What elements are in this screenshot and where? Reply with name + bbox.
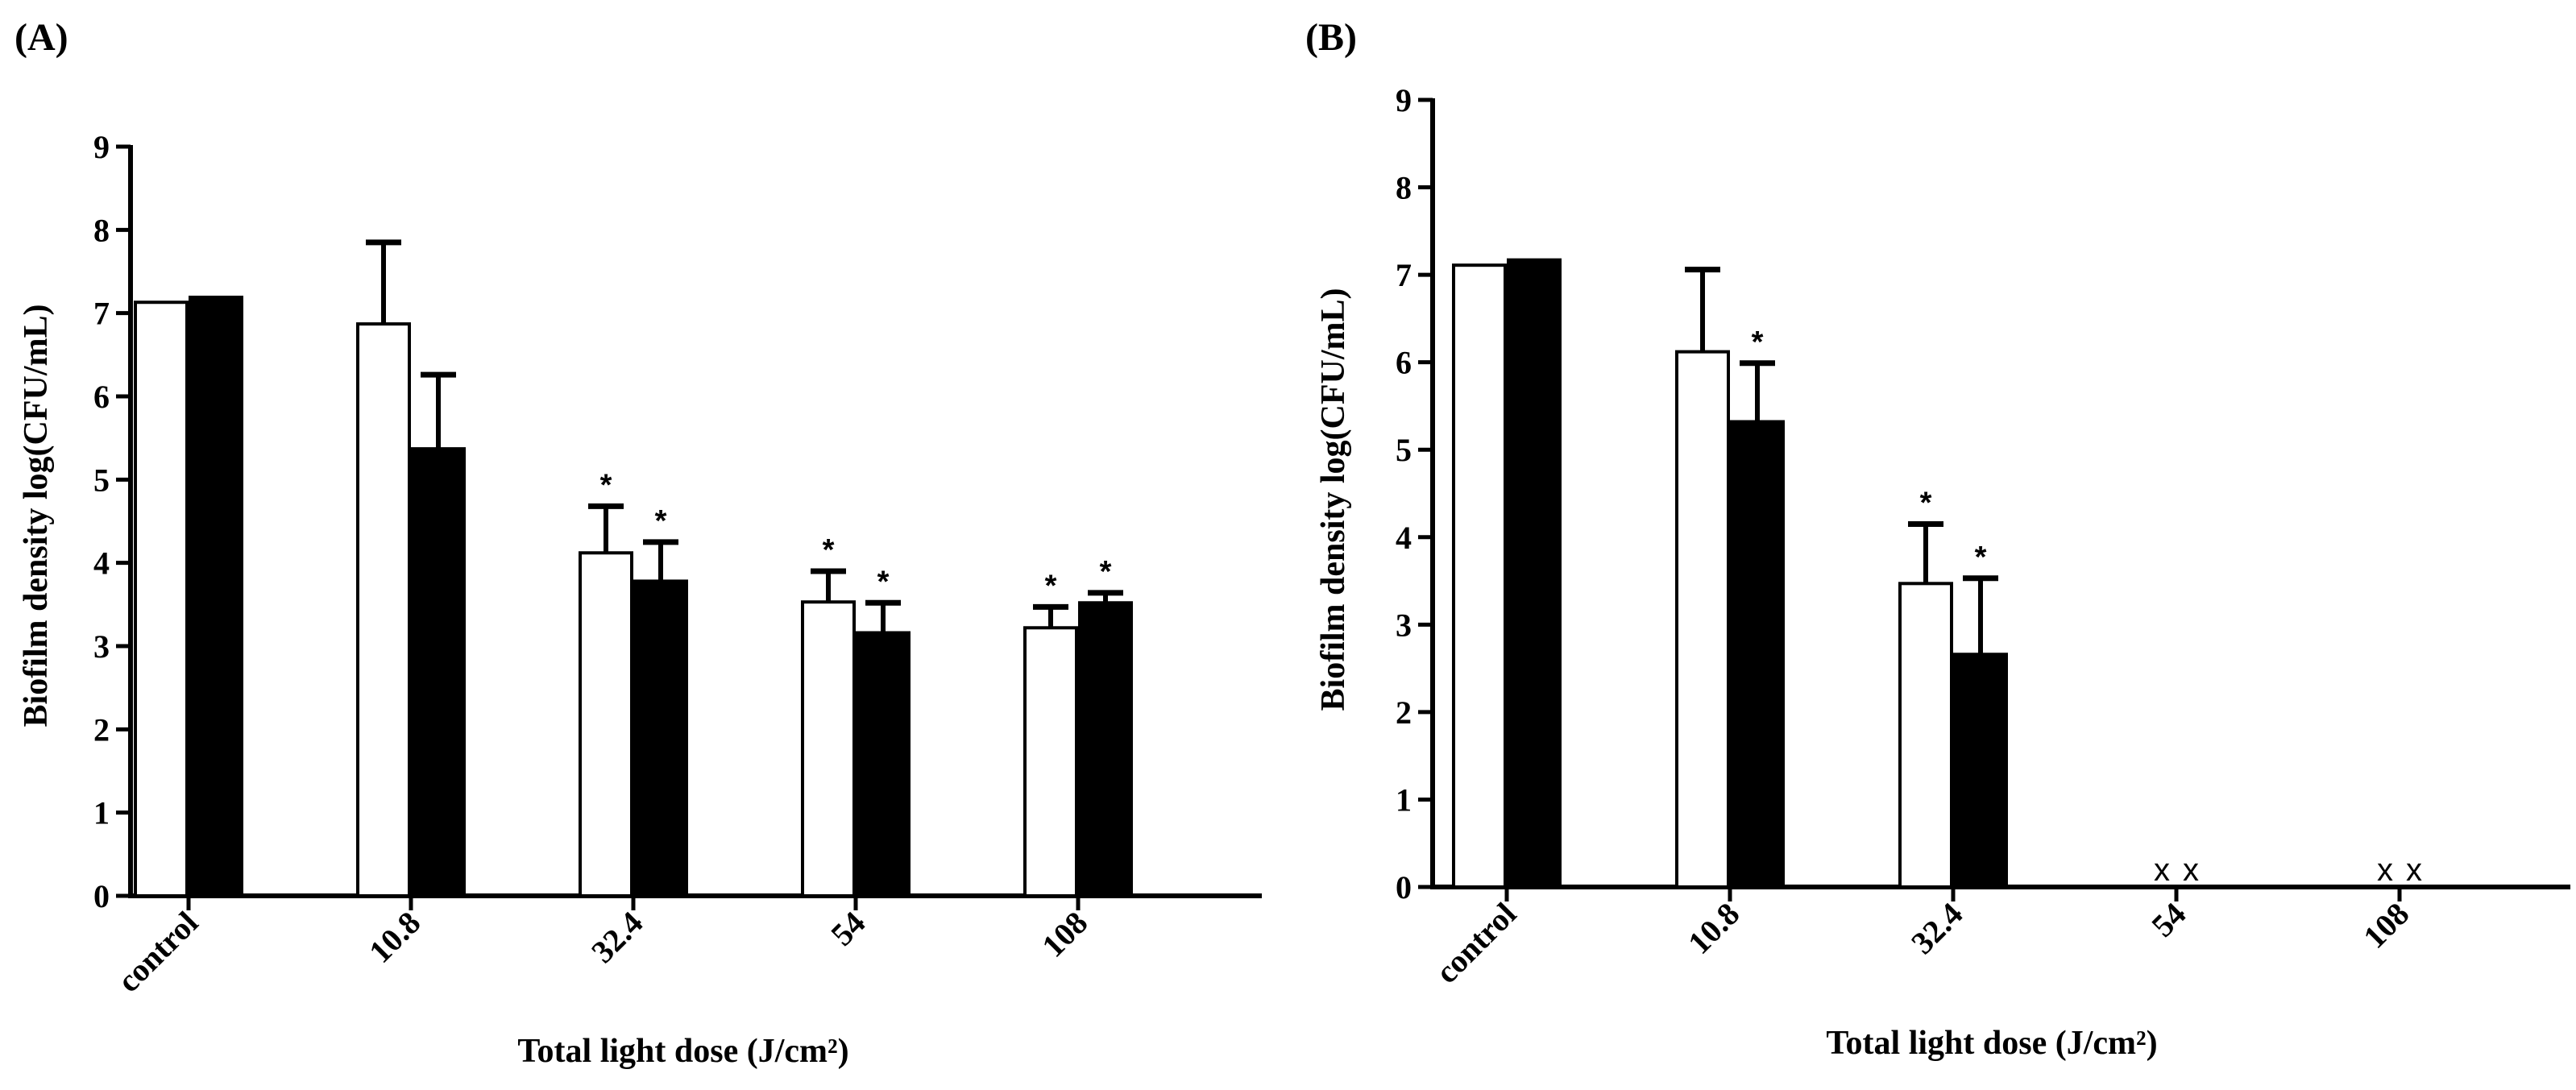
x-category-label: 108 xyxy=(2356,896,2416,955)
y-tick-label: 0 xyxy=(1396,869,1412,906)
bar-filled xyxy=(1730,420,1785,889)
panel-a: (A) Biofilm density log(CFU/mL) Total li… xyxy=(15,16,1262,1070)
y-tick-label: 1 xyxy=(1396,781,1412,818)
x-category-label: 108 xyxy=(1035,905,1094,964)
significance-marker: * xyxy=(823,533,835,567)
y-tick-label: 9 xyxy=(1396,82,1412,118)
significance-marker: * xyxy=(1100,555,1112,589)
significance-marker: * xyxy=(1752,325,1764,359)
missing-data-marker: x xyxy=(2183,852,2199,888)
x-category-label: 32.4 xyxy=(1904,896,1969,961)
y-tick-label: 0 xyxy=(93,878,110,914)
y-tick-label: 7 xyxy=(93,296,110,332)
missing-data-marker: x xyxy=(2406,852,2422,888)
y-tick-label: 8 xyxy=(1396,170,1412,206)
missing-data-marker: x xyxy=(2377,852,2393,888)
bar-open xyxy=(579,551,633,897)
bar-filled xyxy=(189,296,243,897)
panel-a-x-axis-title: Total light dose (J/cm²) xyxy=(517,1033,848,1070)
bar-filled xyxy=(411,447,466,897)
y-tick-label: 2 xyxy=(1396,694,1412,731)
panel-a-y-axis-title: Biofilm density log(CFU/mL) xyxy=(18,305,55,727)
x-category-label: 10.8 xyxy=(1681,896,1746,961)
x-category-label: control xyxy=(1429,896,1524,991)
significance-marker: * xyxy=(1975,541,1987,574)
y-tick-label: 5 xyxy=(1396,432,1412,468)
y-tick-label: 3 xyxy=(93,628,110,665)
x-category-label: 54 xyxy=(2144,896,2192,944)
y-tick-label: 2 xyxy=(93,711,110,748)
significance-marker: * xyxy=(877,565,890,599)
panel-b-x-axis-title: Total light dose (J/cm²) xyxy=(1826,1025,2157,1062)
panel-b-y-axis-title: Biofilm density log(CFU/mL) xyxy=(1315,288,1352,711)
y-tick-label: 8 xyxy=(93,212,110,248)
significance-marker: * xyxy=(655,504,667,538)
y-tick-label: 4 xyxy=(1396,520,1412,556)
y-tick-label: 4 xyxy=(93,545,110,582)
x-category-label: 32.4 xyxy=(584,905,649,970)
panel-b-label: (B) xyxy=(1305,16,1357,59)
y-tick-label: 5 xyxy=(93,462,110,498)
x-category-label: 10.8 xyxy=(362,905,427,970)
significance-marker: * xyxy=(1920,486,1932,520)
y-tick-label: 9 xyxy=(93,129,110,165)
bar-open xyxy=(1452,263,1507,889)
bar-filled xyxy=(1078,601,1133,897)
y-tick-label: 6 xyxy=(93,379,110,415)
y-tick-label: 1 xyxy=(93,795,110,831)
bar-filled xyxy=(633,579,688,898)
bar-open xyxy=(1675,350,1730,889)
x-category-label: 54 xyxy=(823,905,872,953)
panel-b: (B) Biofilm density log(CFU/mL) Total li… xyxy=(1305,16,2570,1062)
y-tick-label: 6 xyxy=(1396,345,1412,381)
bar-open xyxy=(801,600,856,897)
missing-data-marker: x xyxy=(2154,852,2170,888)
y-tick-label: 7 xyxy=(1396,257,1412,293)
significance-marker: * xyxy=(1045,569,1057,603)
bar-filled xyxy=(1507,258,1562,889)
y-tick-label: 3 xyxy=(1396,607,1412,643)
bar-open xyxy=(1023,626,1078,897)
bar-open xyxy=(356,322,411,898)
bar-filled xyxy=(1953,653,2008,889)
significance-marker: * xyxy=(600,468,612,502)
panel-a-label: (A) xyxy=(15,16,68,59)
bar-open xyxy=(134,300,189,897)
bar-filled xyxy=(856,631,911,897)
x-category-label: control xyxy=(110,905,205,1000)
bar-open xyxy=(1898,582,1953,889)
